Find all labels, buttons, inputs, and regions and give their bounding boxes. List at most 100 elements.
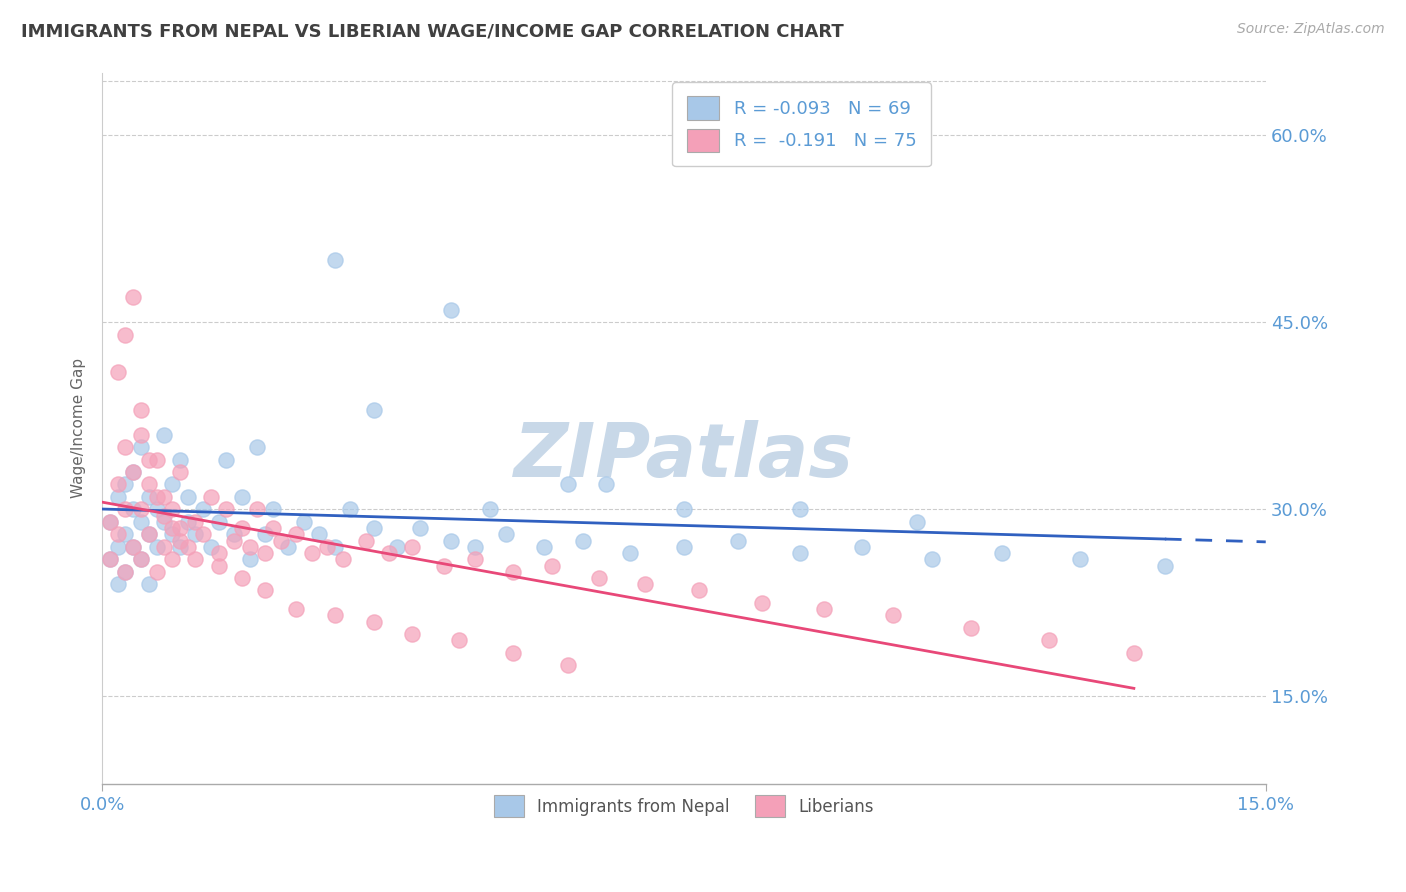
Point	[114, 565, 136, 579]
Point	[98, 552, 121, 566]
Point	[122, 540, 145, 554]
Point	[378, 546, 401, 560]
Point	[138, 477, 160, 491]
Point	[285, 602, 308, 616]
Point	[277, 540, 299, 554]
Point	[960, 621, 983, 635]
Y-axis label: Wage/Income Gap: Wage/Income Gap	[72, 359, 86, 499]
Point	[153, 508, 176, 523]
Point	[114, 477, 136, 491]
Point	[1122, 646, 1144, 660]
Point	[572, 533, 595, 548]
Point	[447, 633, 470, 648]
Point	[138, 527, 160, 541]
Point	[160, 477, 183, 491]
Point	[1069, 552, 1091, 566]
Point	[215, 452, 238, 467]
Point	[440, 533, 463, 548]
Point	[323, 608, 346, 623]
Point	[308, 527, 330, 541]
Point	[363, 615, 385, 629]
Point	[200, 490, 222, 504]
Point	[246, 440, 269, 454]
Point	[479, 502, 502, 516]
Point	[215, 502, 238, 516]
Point	[619, 546, 641, 560]
Point	[323, 540, 346, 554]
Point	[254, 527, 277, 541]
Point	[991, 546, 1014, 560]
Point	[122, 465, 145, 479]
Point	[557, 477, 579, 491]
Point	[231, 521, 253, 535]
Point	[239, 552, 262, 566]
Point	[129, 402, 152, 417]
Point	[502, 646, 524, 660]
Point	[107, 527, 129, 541]
Point	[222, 533, 245, 548]
Point	[200, 540, 222, 554]
Point	[464, 540, 486, 554]
Point	[270, 533, 292, 548]
Point	[129, 552, 152, 566]
Point	[1038, 633, 1060, 648]
Point	[160, 502, 183, 516]
Point	[153, 515, 176, 529]
Point	[145, 490, 167, 504]
Point	[160, 527, 183, 541]
Point	[129, 440, 152, 454]
Point	[160, 521, 183, 535]
Point	[129, 502, 152, 516]
Point	[153, 427, 176, 442]
Point	[262, 502, 284, 516]
Point	[122, 465, 145, 479]
Point	[495, 527, 517, 541]
Point	[107, 490, 129, 504]
Point	[231, 571, 253, 585]
Point	[169, 452, 191, 467]
Point	[246, 502, 269, 516]
Point	[114, 502, 136, 516]
Point	[145, 540, 167, 554]
Point	[169, 521, 191, 535]
Point	[169, 533, 191, 548]
Point	[1154, 558, 1177, 573]
Point	[354, 533, 377, 548]
Point	[107, 540, 129, 554]
Point	[789, 546, 811, 560]
Point	[138, 577, 160, 591]
Point	[882, 608, 904, 623]
Point	[107, 365, 129, 379]
Point	[153, 490, 176, 504]
Point	[169, 540, 191, 554]
Point	[98, 515, 121, 529]
Point	[588, 571, 610, 585]
Point	[813, 602, 835, 616]
Point	[145, 452, 167, 467]
Point	[98, 515, 121, 529]
Point	[160, 552, 183, 566]
Point	[339, 502, 361, 516]
Point	[122, 290, 145, 304]
Legend: Immigrants from Nepal, Liberians: Immigrants from Nepal, Liberians	[486, 787, 882, 825]
Point	[595, 477, 617, 491]
Point	[323, 253, 346, 268]
Point	[432, 558, 454, 573]
Point	[751, 596, 773, 610]
Point	[176, 490, 198, 504]
Point	[401, 627, 423, 641]
Point	[851, 540, 873, 554]
Point	[332, 552, 354, 566]
Point	[533, 540, 555, 554]
Point	[176, 515, 198, 529]
Point	[114, 440, 136, 454]
Point	[122, 540, 145, 554]
Point	[634, 577, 657, 591]
Point	[440, 302, 463, 317]
Point	[301, 546, 323, 560]
Point	[145, 502, 167, 516]
Point	[122, 502, 145, 516]
Point	[114, 527, 136, 541]
Text: IMMIGRANTS FROM NEPAL VS LIBERIAN WAGE/INCOME GAP CORRELATION CHART: IMMIGRANTS FROM NEPAL VS LIBERIAN WAGE/I…	[21, 22, 844, 40]
Point	[557, 658, 579, 673]
